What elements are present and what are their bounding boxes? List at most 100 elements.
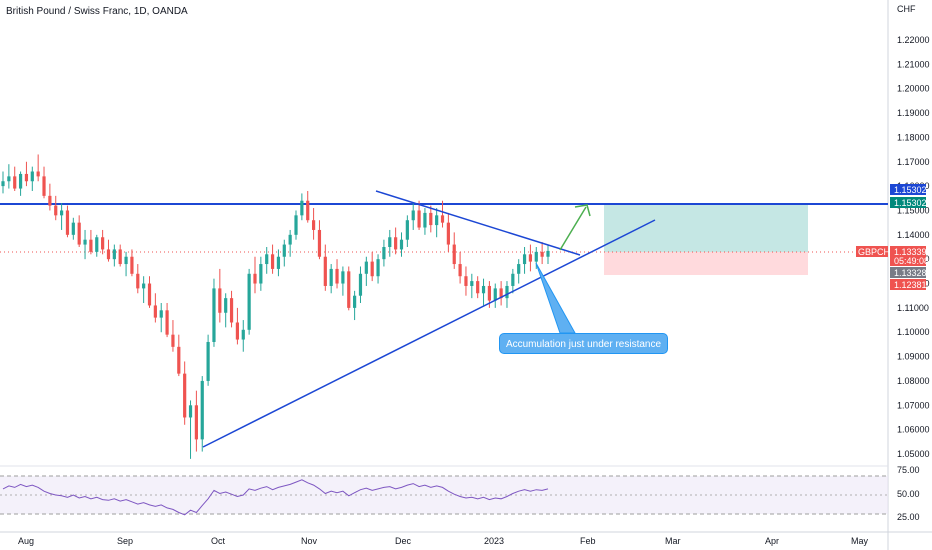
candle-body[interactable] — [171, 334, 175, 347]
candle-body[interactable] — [65, 210, 70, 235]
candle-body[interactable] — [546, 250, 550, 257]
candle-body[interactable] — [136, 273, 140, 289]
candle-body[interactable] — [206, 341, 210, 381]
candle-body[interactable] — [1, 181, 5, 187]
candle-body[interactable] — [83, 239, 87, 245]
candle-body[interactable] — [159, 310, 163, 318]
candle-body[interactable] — [358, 273, 363, 296]
candle-body[interactable] — [218, 288, 222, 313]
candle-body[interactable] — [388, 237, 392, 247]
candle-body[interactable] — [335, 268, 339, 284]
candle-body[interactable] — [282, 244, 286, 257]
candle-body[interactable] — [429, 212, 433, 226]
candle-body[interactable] — [341, 271, 345, 284]
time-axis[interactable]: Aug Sep Oct Nov Dec 2023 Feb Mar Apr May — [18, 536, 869, 546]
candle-body[interactable] — [235, 322, 240, 340]
candle-body[interactable] — [77, 222, 81, 245]
candle-body[interactable] — [13, 176, 17, 189]
candle-body[interactable] — [464, 276, 468, 286]
candle-body[interactable] — [18, 173, 23, 189]
candle-body[interactable] — [364, 261, 368, 274]
candle-body[interactable] — [200, 380, 204, 440]
candle-body[interactable] — [36, 171, 40, 177]
candle-body[interactable] — [48, 195, 52, 206]
candle-body[interactable] — [89, 239, 93, 252]
breakout-arrow[interactable] — [559, 206, 587, 251]
candle-body[interactable] — [394, 237, 398, 250]
candle-body[interactable] — [329, 268, 333, 286]
candle-body[interactable] — [370, 261, 374, 277]
candle-body[interactable] — [95, 237, 99, 252]
candle-body[interactable] — [300, 200, 304, 216]
candle-body[interactable] — [54, 205, 58, 216]
candle-body[interactable] — [417, 210, 421, 228]
candle-body[interactable] — [177, 346, 181, 374]
candle-body[interactable] — [440, 215, 445, 223]
candle-body[interactable] — [7, 176, 11, 182]
candle-body[interactable] — [470, 281, 474, 286]
candle-body[interactable] — [147, 283, 152, 306]
candle-body[interactable] — [499, 288, 503, 299]
candle-body[interactable] — [276, 256, 281, 269]
candle-body[interactable] — [194, 405, 198, 440]
candle-body[interactable] — [30, 171, 34, 182]
candle-body[interactable] — [411, 210, 415, 221]
candle-body[interactable] — [265, 254, 269, 265]
candle-body[interactable] — [165, 310, 169, 335]
candle-body[interactable] — [347, 271, 351, 308]
candle-body[interactable] — [247, 273, 251, 330]
candle-body[interactable] — [476, 281, 480, 294]
candle-body[interactable] — [224, 298, 228, 313]
candle-body[interactable] — [259, 264, 263, 284]
candle-body[interactable] — [253, 273, 257, 284]
candle-body[interactable] — [493, 288, 497, 301]
stop-zone[interactable] — [604, 252, 808, 275]
candle-body[interactable] — [124, 256, 128, 265]
candles[interactable] — [1, 154, 550, 459]
candle-body[interactable] — [399, 239, 404, 250]
candle-body[interactable] — [142, 283, 146, 289]
candle-body[interactable] — [528, 254, 533, 262]
candle-body[interactable] — [323, 256, 327, 286]
candle-body[interactable] — [153, 305, 157, 318]
candle-body[interactable] — [71, 222, 75, 235]
candle-body[interactable] — [446, 222, 450, 245]
support-trendline[interactable] — [202, 219, 656, 448]
candle-body[interactable] — [517, 264, 521, 274]
candle-body[interactable] — [212, 288, 216, 342]
candle-body[interactable] — [317, 229, 322, 257]
candle-body[interactable] — [306, 200, 310, 221]
candle-body[interactable] — [42, 176, 46, 196]
candle-body[interactable] — [405, 220, 409, 240]
candle-body[interactable] — [505, 285, 509, 299]
candle-body[interactable] — [270, 254, 275, 269]
candle-body[interactable] — [534, 251, 538, 262]
candle-body[interactable] — [511, 273, 515, 286]
resistance-trendline[interactable] — [375, 190, 581, 256]
candle-body[interactable] — [522, 254, 527, 265]
candle-body[interactable] — [229, 298, 234, 323]
target-zone[interactable] — [604, 204, 808, 252]
candle-body[interactable] — [294, 215, 298, 235]
rsi-line[interactable] — [2, 479, 549, 516]
candle-body[interactable] — [183, 373, 187, 418]
candle-body[interactable] — [288, 234, 292, 245]
candle-body[interactable] — [423, 212, 427, 228]
candle-body[interactable] — [241, 329, 245, 340]
candle-body[interactable] — [118, 249, 122, 265]
candle-body[interactable] — [311, 220, 316, 230]
candle-body[interactable] — [435, 215, 439, 226]
candle-body[interactable] — [458, 264, 462, 277]
candle-body[interactable] — [130, 256, 134, 274]
candle-body[interactable] — [112, 249, 116, 260]
candle-body[interactable] — [106, 249, 111, 260]
candle-body[interactable] — [353, 295, 357, 308]
annotation-callout[interactable]: Accumulation just under resistance — [499, 333, 668, 354]
candle-body[interactable] — [60, 210, 64, 216]
candle-body[interactable] — [376, 259, 380, 277]
candle-body[interactable] — [101, 237, 105, 250]
candle-body[interactable] — [487, 285, 491, 301]
candle-body[interactable] — [452, 244, 456, 265]
candle-body[interactable] — [540, 251, 544, 257]
